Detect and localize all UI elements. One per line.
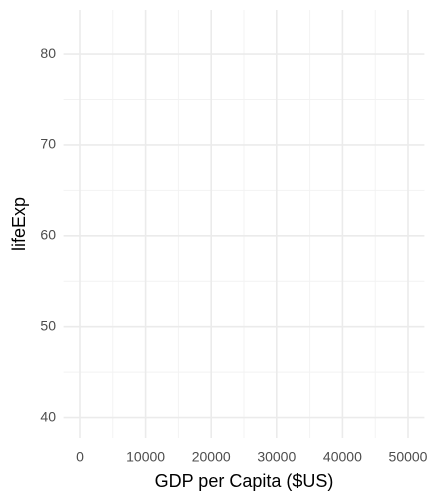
y-tick-label: 60 [40,227,56,243]
y-axis-title: lifeExp [9,197,29,251]
x-tick-label: 50000 [389,449,428,465]
x-tick-label: 20000 [192,449,231,465]
x-tick-label: 10000 [126,449,165,465]
x-tick-label: 40000 [323,449,362,465]
y-tick-label: 40 [40,408,56,424]
y-tick-label: 70 [40,136,56,152]
x-tick-label: 0 [76,449,84,465]
x-tick-label: 30000 [257,449,296,465]
x-axis-title: GDP per Capita ($US) [155,471,334,491]
y-tick-label: 80 [40,45,56,61]
y-tick-label: 50 [40,317,56,333]
